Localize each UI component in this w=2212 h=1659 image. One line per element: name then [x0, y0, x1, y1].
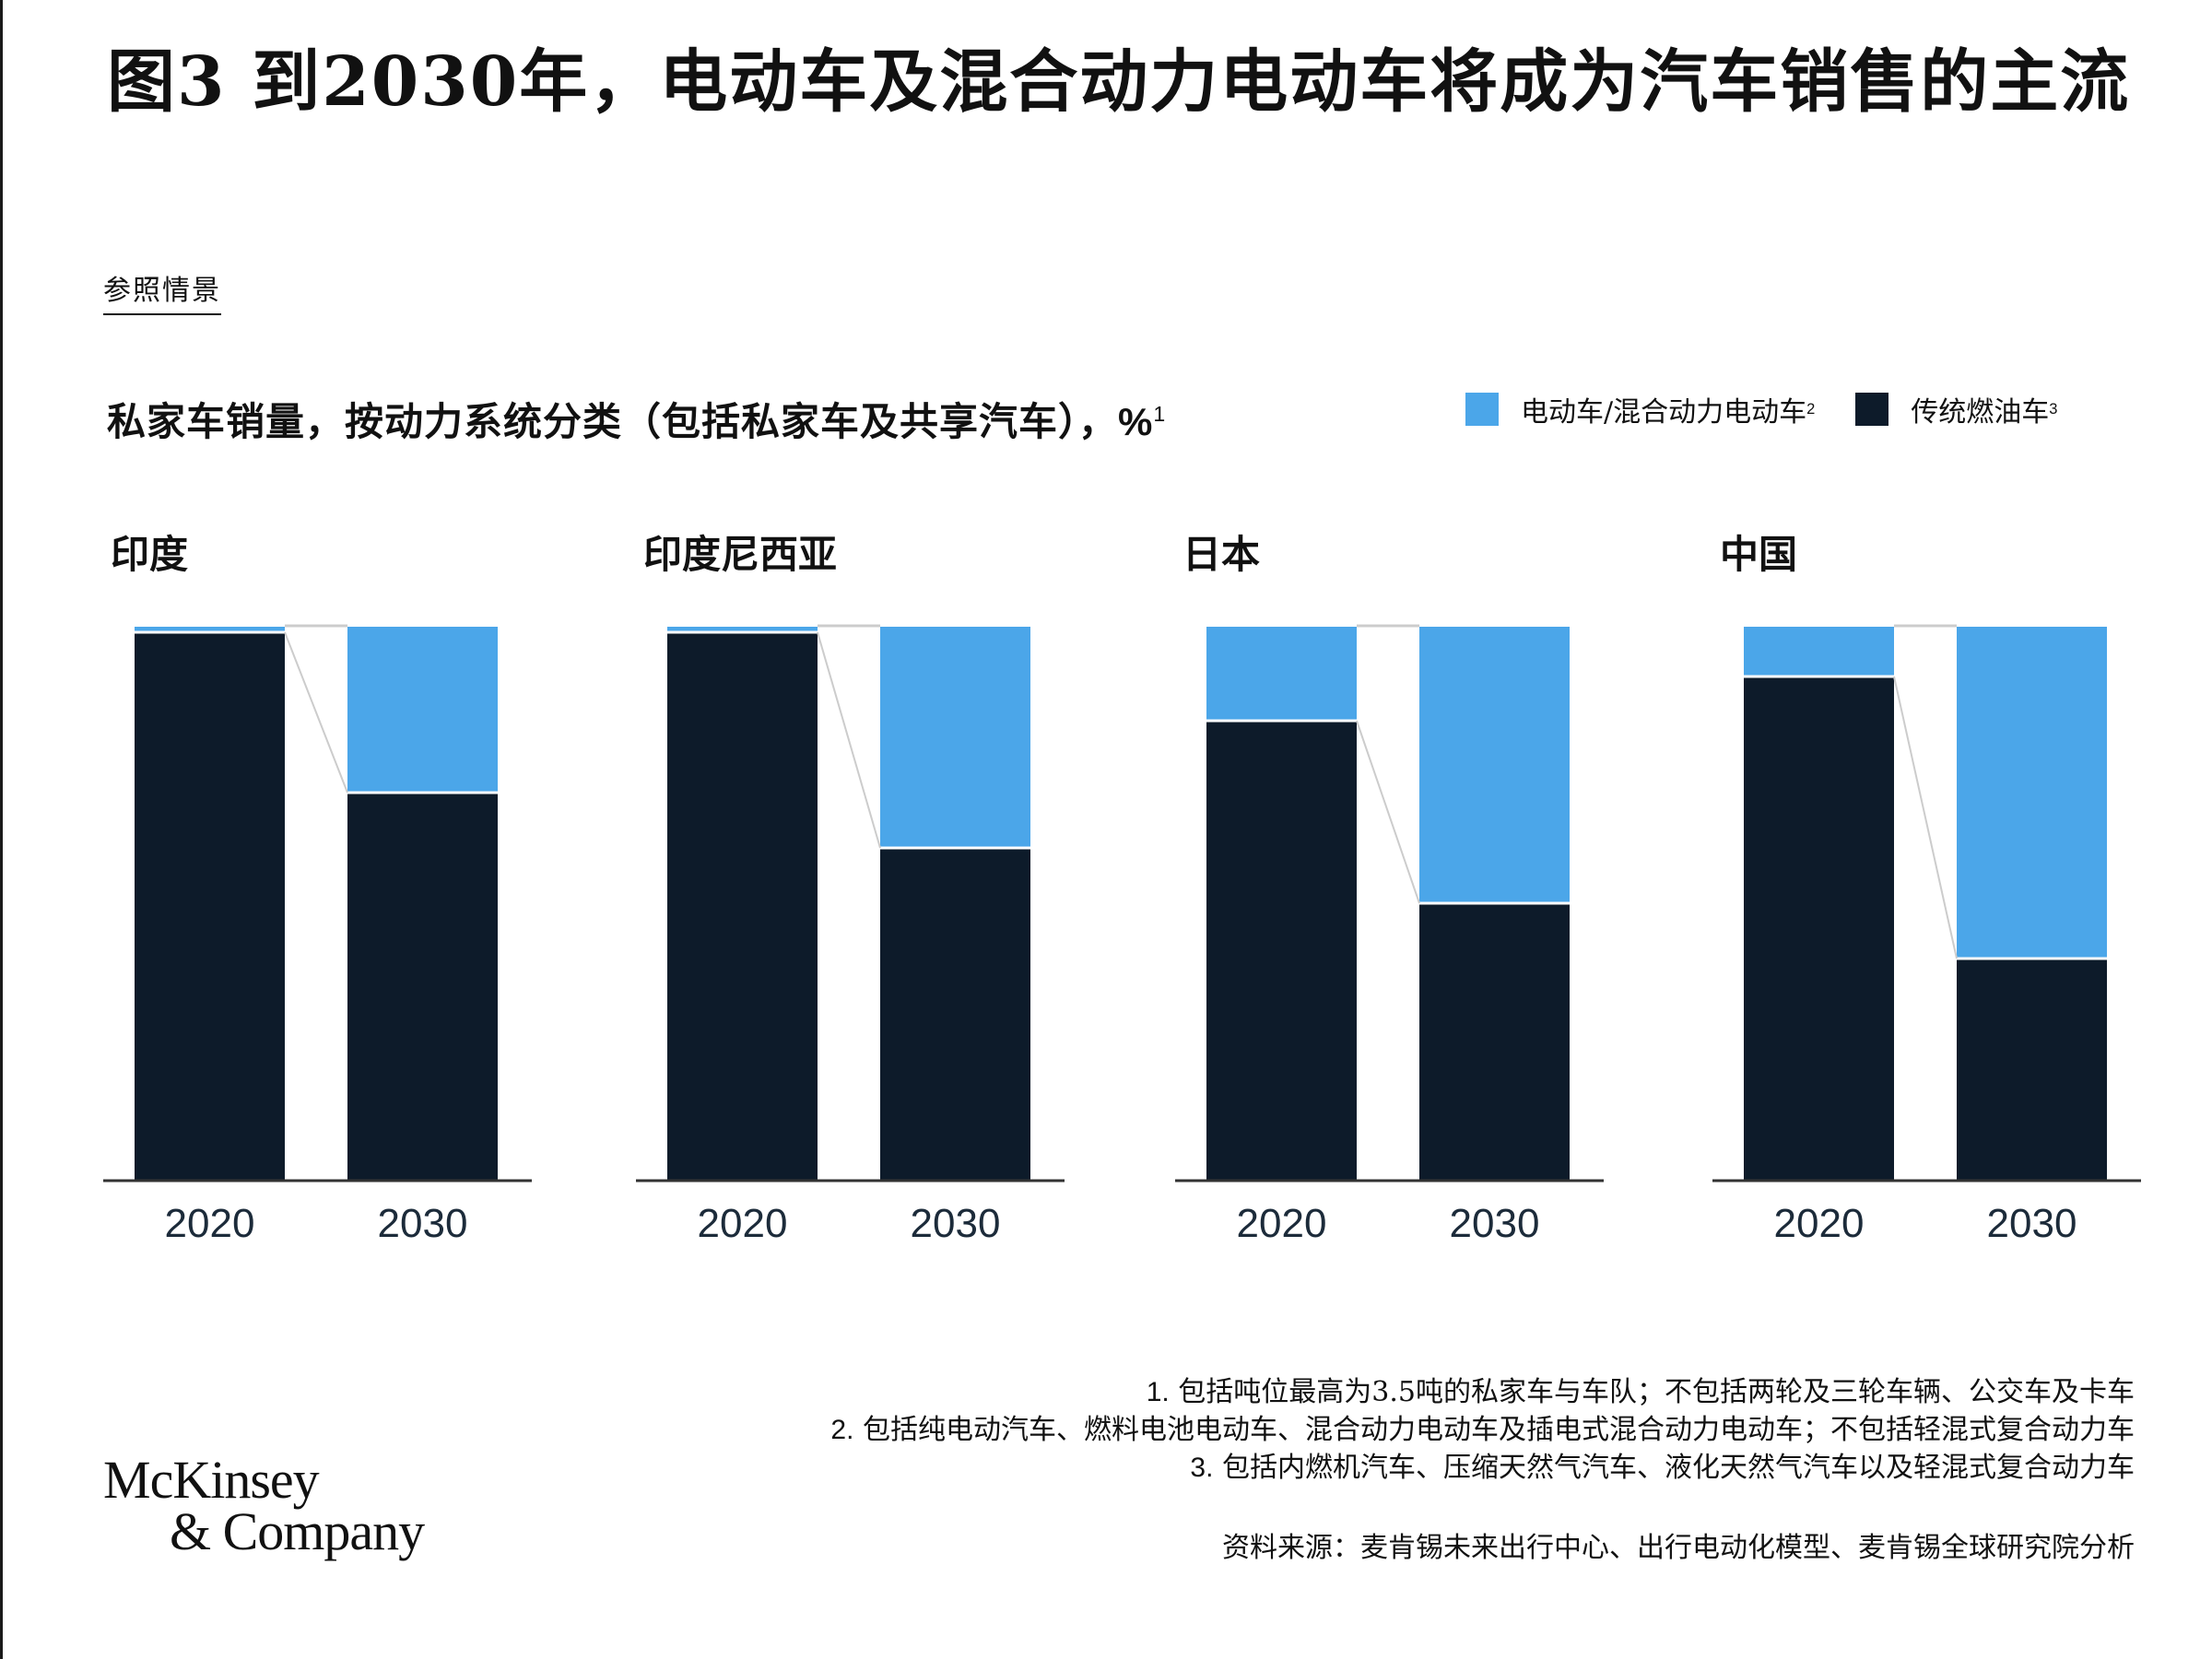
- stacked-bar-charts: 印度 2020 2030 印度尼西亚 2020 2030 日本 2020 2030 中国 2020 2…: [103, 532, 2141, 1246]
- panel-title-0: 印度: [111, 532, 188, 577]
- subtitle-footnote-ref: 1: [1153, 402, 1167, 426]
- bar-ice-3-2030: [1957, 959, 2107, 1180]
- footnotes: 1. 包括吨位最高为3.5吨的私家车与车队；不包括两轮及三轮车辆、公交车及卡车 …: [830, 1373, 2135, 1487]
- panel-title-2: 日本: [1182, 532, 1260, 577]
- legend-label-ice: 传统燃油车: [1911, 396, 2050, 429]
- mckinsey-logo: McKinsey & Company: [103, 1450, 425, 1561]
- footnote-3-num: 3.: [1190, 1453, 1214, 1483]
- x-tick-label-2-2020: 2020: [1237, 1201, 1327, 1246]
- connector-diagonal-0: [284, 631, 348, 794]
- source-note: 资料来源：麦肯锡未来出行中心、出行电动化模型、麦肯锡全球研究院分析: [1222, 1532, 2135, 1564]
- x-tick-label-1-2020: 2020: [698, 1201, 788, 1246]
- scenario-tab: 参照情景: [103, 267, 221, 315]
- footnote-1: 1. 包括吨位最高为3.5吨的私家车与车队；不包括两轮及三轮车辆、公交车及卡车: [830, 1373, 2135, 1411]
- bar-ice-1-2030: [880, 848, 1030, 1180]
- panel-title-3: 中国: [1720, 532, 1797, 577]
- panel-title-1: 印度尼西亚: [643, 532, 837, 577]
- bar-ice-0-2030: [347, 793, 498, 1180]
- x-tick-label-1-2030: 2030: [911, 1201, 1001, 1246]
- x-tick-label-3-2030: 2030: [1987, 1201, 2077, 1246]
- bar-ev-0-2020: [135, 627, 285, 632]
- bar-ev-1-2030: [880, 627, 1030, 848]
- footnote-2-text: 包括纯电动汽车、燃料电池电动车、混合动力电动车及插电式混合动力电动车；不包括轻混…: [863, 1414, 2135, 1446]
- left-border: [0, 0, 3, 1659]
- bar-ice-2-2020: [1206, 721, 1357, 1180]
- x-tick-label-0-2030: 2030: [378, 1201, 468, 1246]
- legend: 电动车/混合动力电动车 2 传统燃油车 3: [1465, 389, 2057, 429]
- bar-ice-0-2020: [135, 632, 285, 1180]
- bar-ev-0-2030: [347, 627, 498, 793]
- x-tick-label-0-2020: 2020: [165, 1201, 255, 1246]
- legend-swatch-ev: [1465, 393, 1499, 426]
- logo-line-2: & Company: [170, 1501, 425, 1561]
- page-title: 图3 到2030年，电动车及混合动力电动车将成为汽车销售的主流: [107, 42, 2131, 122]
- legend-item-ice: 传统燃油车 3: [1855, 389, 2057, 429]
- x-tick-label-2-2030: 2030: [1450, 1201, 1540, 1246]
- bar-ev-1-2020: [667, 627, 818, 632]
- footnote-1-text: 包括吨位最高为3.5吨的私家车与车队；不包括两轮及三轮车辆、公交车及卡车: [1178, 1376, 2135, 1408]
- connector-diagonal-3: [1893, 676, 1958, 959]
- bar-ice-1-2020: [667, 632, 818, 1180]
- legend-item-ev: 电动车/混合动力电动车 2: [1465, 389, 1815, 429]
- footnote-3: 3. 包括内燃机汽车、压缩天然气汽车、液化天然气汽车以及轻混式复合动力车: [830, 1449, 2135, 1487]
- bar-ev-2-2020: [1206, 627, 1357, 721]
- connector-diagonal-1: [817, 631, 881, 849]
- chart-subtitle: 私家车销量，按动力系统分类（包括私家车及共享汽车），%1: [107, 391, 1166, 447]
- legend-label-ev: 电动车/混合动力电动车: [1521, 396, 1807, 429]
- x-tick-label-3-2020: 2020: [1774, 1201, 1865, 1246]
- subtitle-text: 私家车销量，按动力系统分类（包括私家车及共享汽车）: [107, 399, 1079, 444]
- bar-ev-3-2020: [1744, 627, 1894, 677]
- footnote-1-num: 1.: [1146, 1377, 1170, 1407]
- footnote-2: 2. 包括纯电动汽车、燃料电池电动车、混合动力电动车及插电式混合动力电动车；不包…: [830, 1411, 2135, 1449]
- connector-diagonal-2: [1356, 720, 1420, 904]
- bar-ice-3-2020: [1744, 677, 1894, 1180]
- legend-swatch-ice: [1855, 393, 1889, 426]
- bar-ev-2-2030: [1419, 627, 1570, 903]
- bar-ice-2-2030: [1419, 903, 1570, 1180]
- bar-ev-3-2030: [1957, 627, 2107, 959]
- footnote-3-text: 包括内燃机汽车、压缩天然气汽车、液化天然气汽车以及轻混式复合动力车: [1222, 1452, 2135, 1484]
- footnote-2-num: 2.: [830, 1415, 854, 1445]
- subtitle-unit: ，%: [1078, 400, 1154, 443]
- logo-line-1: McKinsey: [103, 1450, 320, 1510]
